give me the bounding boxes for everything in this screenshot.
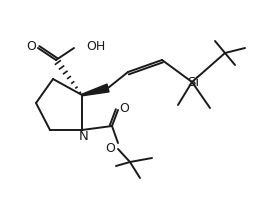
Text: O: O — [105, 141, 115, 155]
Polygon shape — [82, 84, 109, 96]
Text: Si: Si — [187, 77, 199, 89]
Text: OH: OH — [86, 40, 105, 54]
Text: N: N — [79, 130, 89, 143]
Text: O: O — [119, 101, 129, 115]
Text: O: O — [26, 40, 36, 54]
